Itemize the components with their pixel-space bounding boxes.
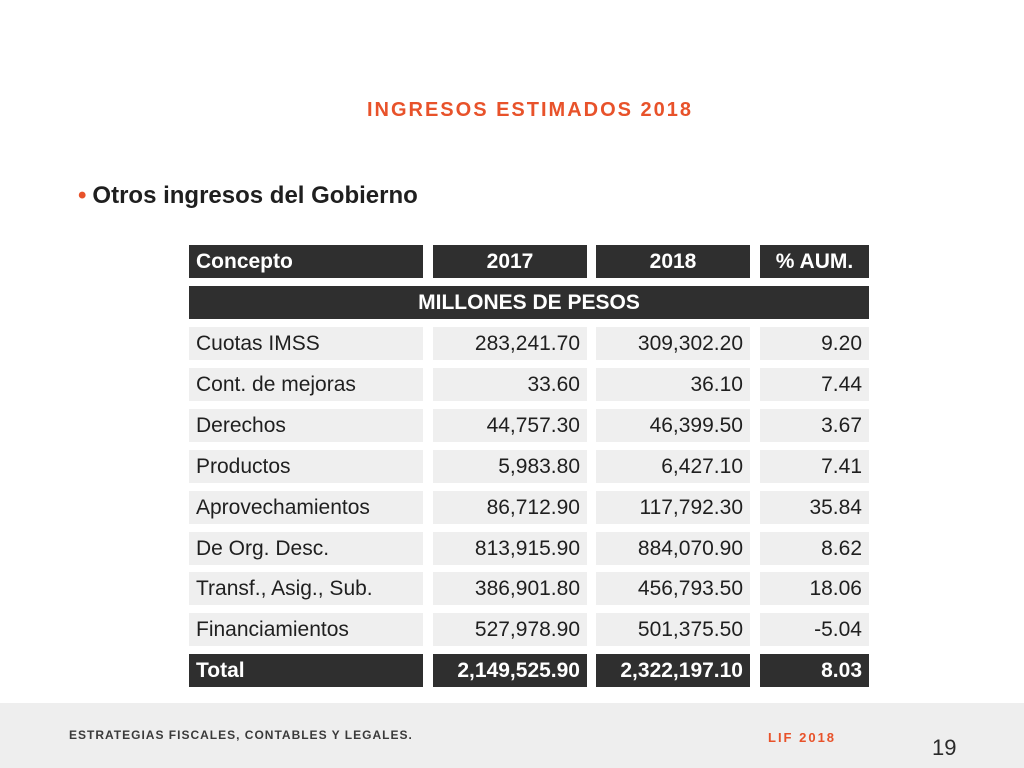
footer-bar: ESTRATEGIAS FISCALES, CONTABLES Y LEGALE… [0, 703, 1024, 768]
cell-concepto: Derechos [189, 408, 423, 442]
cell-value-2017: 527,978.90 [433, 613, 587, 647]
cell-value-2018: 309,302.20 [596, 327, 750, 360]
cell-value-2018: 36.10 [596, 367, 750, 401]
cell-value-2018: 117,792.30 [596, 490, 750, 524]
table-row: De Org. Desc. 813,915.90 884,070.90 8.62 [189, 531, 869, 565]
unit-band: MILLONES DE PESOS [189, 286, 869, 319]
cell-pct-aum: 7.44 [760, 367, 869, 401]
table-header-row: Concepto 2017 2018 % AUM. [189, 245, 869, 278]
cell-value-2018: 884,070.90 [596, 531, 750, 565]
table-row: Cuotas IMSS 283,241.70 309,302.20 9.20 [189, 327, 869, 360]
bullet-text: Otros ingresos del Gobierno [92, 182, 418, 209]
cell-pct-aum: 8.62 [760, 531, 869, 565]
footer-doc-label: LIF 2018 [768, 730, 837, 745]
total-row: Total 2,149,525.90 2,322,197.10 8.03 [189, 654, 869, 687]
slide-title: INGRESOS ESTIMADOS 2018 [366, 99, 694, 121]
cell-pct-aum: -5.04 [760, 613, 869, 647]
cell-concepto: De Org. Desc. [189, 531, 423, 565]
table-row: Transf., Asig., Sub. 386,901.80 456,793.50… [189, 572, 869, 606]
cell-value-2017: 44,757.30 [433, 408, 587, 442]
cell-concepto: Financiamientos [189, 613, 423, 647]
cell-concepto: Cuotas IMSS [189, 327, 423, 360]
cell-value-2017: 33.60 [433, 367, 587, 401]
cell-pct-aum: 9.20 [760, 327, 869, 360]
cell-concepto: Productos [189, 449, 423, 483]
total-label: Total [189, 654, 423, 687]
cell-concepto: Cont. de mejoras [189, 367, 423, 401]
cell-value-2018: 456,793.50 [596, 572, 750, 606]
total-2017: 2,149,525.90 [433, 654, 587, 687]
cell-value-2018: 46,399.50 [596, 408, 750, 442]
header-2017: 2017 [433, 245, 587, 278]
total-2018: 2,322,197.10 [596, 654, 750, 687]
cell-value-2017: 386,901.80 [433, 572, 587, 606]
table-row: Aprovechamientos 86,712.90 117,792.30 35.84 [189, 490, 869, 524]
footer-tagline: ESTRATEGIAS FISCALES, CONTABLES Y LEGALE… [69, 728, 413, 742]
cell-value-2017: 283,241.70 [433, 327, 587, 360]
header-pct-aum: % AUM. [760, 245, 869, 278]
table-row: Derechos 44,757.30 46,399.50 3.67 [189, 408, 869, 442]
cell-value-2018: 501,375.50 [596, 613, 750, 647]
table-row: Cont. de mejoras 33.60 36.10 7.44 [189, 367, 869, 401]
cell-pct-aum: 7.41 [760, 449, 869, 483]
bullet-heading: • Otros ingresos del Gobierno [78, 182, 418, 210]
total-pct: 8.03 [760, 654, 869, 687]
cell-pct-aum: 3.67 [760, 408, 869, 442]
cell-value-2017: 5,983.80 [433, 449, 587, 483]
cell-value-2017: 86,712.90 [433, 490, 587, 524]
table-row: Productos 5,983.80 6,427.10 7.41 [189, 449, 869, 483]
cell-pct-aum: 35.84 [760, 490, 869, 524]
cell-concepto: Aprovechamientos [189, 490, 423, 524]
page-number: 19 [932, 735, 957, 760]
bullet-icon: • [78, 182, 87, 209]
cell-value-2018: 6,427.10 [596, 449, 750, 483]
header-2018: 2018 [596, 245, 750, 278]
header-concepto: Concepto [189, 245, 423, 278]
cell-concepto: Transf., Asig., Sub. [189, 572, 423, 606]
cell-pct-aum: 18.06 [760, 572, 869, 606]
cell-value-2017: 813,915.90 [433, 531, 587, 565]
table-row: Financiamientos 527,978.90 501,375.50 -5.04 [189, 613, 869, 647]
